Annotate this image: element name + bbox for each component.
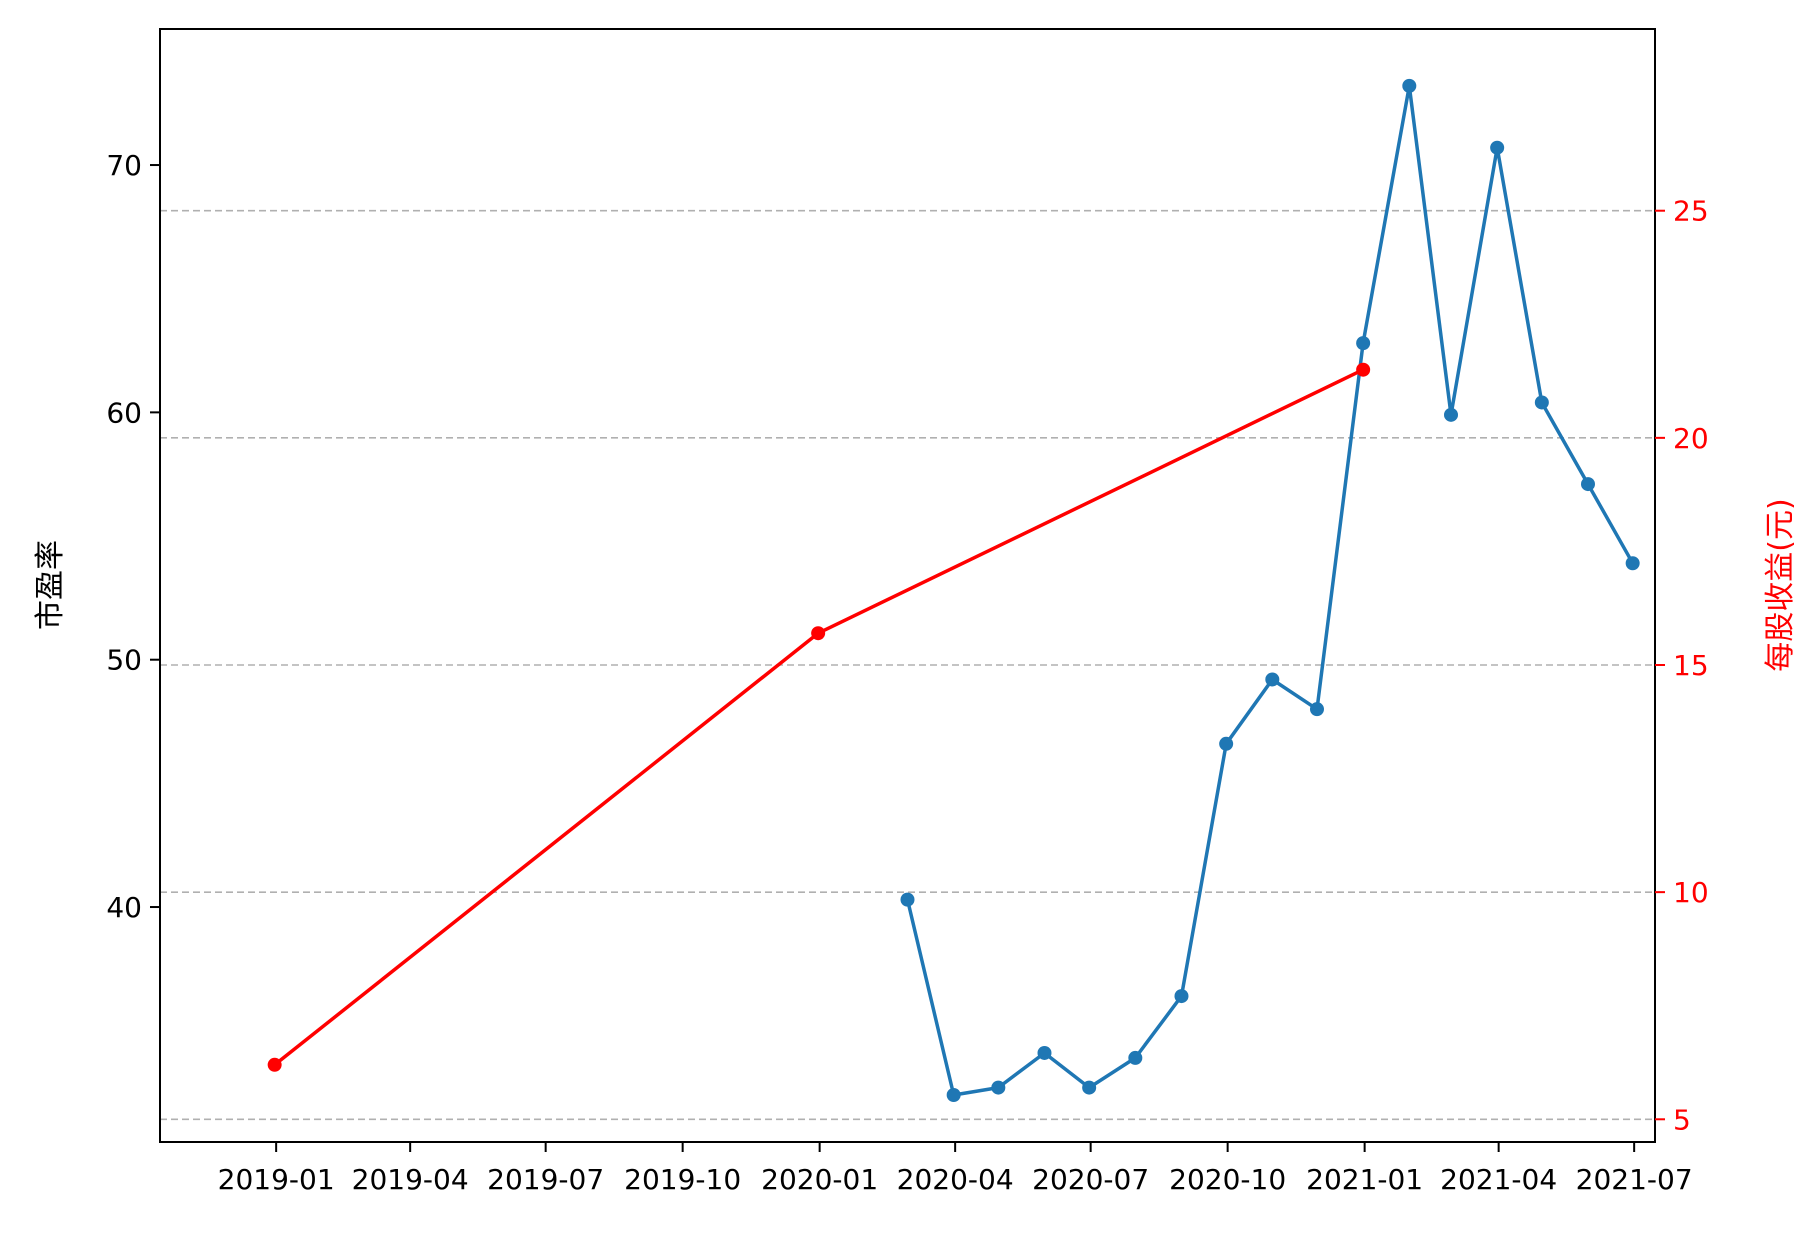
y-right-tick-label: 25 <box>1673 195 1709 228</box>
y-right-axis-label: 每股收益(元) <box>1763 498 1798 671</box>
eps-point <box>267 1057 282 1072</box>
pe-point <box>1356 336 1371 351</box>
y-left-tick-label: 70 <box>106 149 142 182</box>
pe-point <box>946 1088 961 1103</box>
series-layer <box>267 78 1640 1103</box>
y-left-tick-label: 50 <box>106 644 142 677</box>
x-tick-label: 2020-04 <box>897 1163 1014 1196</box>
grid-layer <box>160 209 1655 1121</box>
pe-point <box>1082 1080 1097 1095</box>
x-tick-label: 2020-01 <box>761 1163 878 1196</box>
x-tick-label: 2021-01 <box>1306 1163 1423 1196</box>
x-tick-label: 2020-10 <box>1169 1163 1286 1196</box>
x-tick-label: 2019-01 <box>218 1163 335 1196</box>
y-right-tick-label: 5 <box>1673 1103 1691 1136</box>
pe-point <box>1534 395 1549 410</box>
plot-frame <box>159 28 1656 1143</box>
x-tick-label: 2019-04 <box>352 1163 469 1196</box>
pe-point <box>1402 78 1417 93</box>
pe-point <box>1219 736 1234 751</box>
y-right-tick-label: 15 <box>1673 649 1709 682</box>
y-left-axis: 40 50 60 70 <box>106 149 160 924</box>
eps-point <box>811 626 826 641</box>
x-tick-label: 2019-10 <box>624 1163 741 1196</box>
x-tick-label: 2020-07 <box>1032 1163 1149 1196</box>
pe-point <box>1265 672 1280 687</box>
pe-point <box>1625 556 1640 571</box>
x-tick-label: 2021-04 <box>1440 1163 1557 1196</box>
x-tick-label: 2021-07 <box>1576 1163 1693 1196</box>
pe-point <box>1128 1050 1143 1065</box>
pe-point <box>1309 702 1324 717</box>
x-tick-label: 2019-07 <box>487 1163 604 1196</box>
pe-point <box>991 1080 1006 1095</box>
y-left-tick-label: 60 <box>106 396 142 429</box>
pe-point <box>1444 407 1459 422</box>
pe-point <box>1580 477 1595 492</box>
x-axis: 2019-01 2019-04 2019-07 2019-10 2020-01 2020-… <box>218 1142 1693 1196</box>
pe-point <box>1174 989 1189 1004</box>
y-left-tick-label: 40 <box>106 891 142 924</box>
y-right-tick-label: 20 <box>1673 422 1709 455</box>
y-left-axis-label: 市盈率 <box>33 540 68 630</box>
eps-point <box>1356 362 1371 377</box>
pe-point <box>1490 140 1505 155</box>
pe-point <box>900 892 915 907</box>
pe-point <box>1037 1045 1052 1060</box>
y-right-axis: 5 10 15 20 25 <box>1655 195 1709 1136</box>
y-right-tick-label: 10 <box>1673 876 1709 909</box>
